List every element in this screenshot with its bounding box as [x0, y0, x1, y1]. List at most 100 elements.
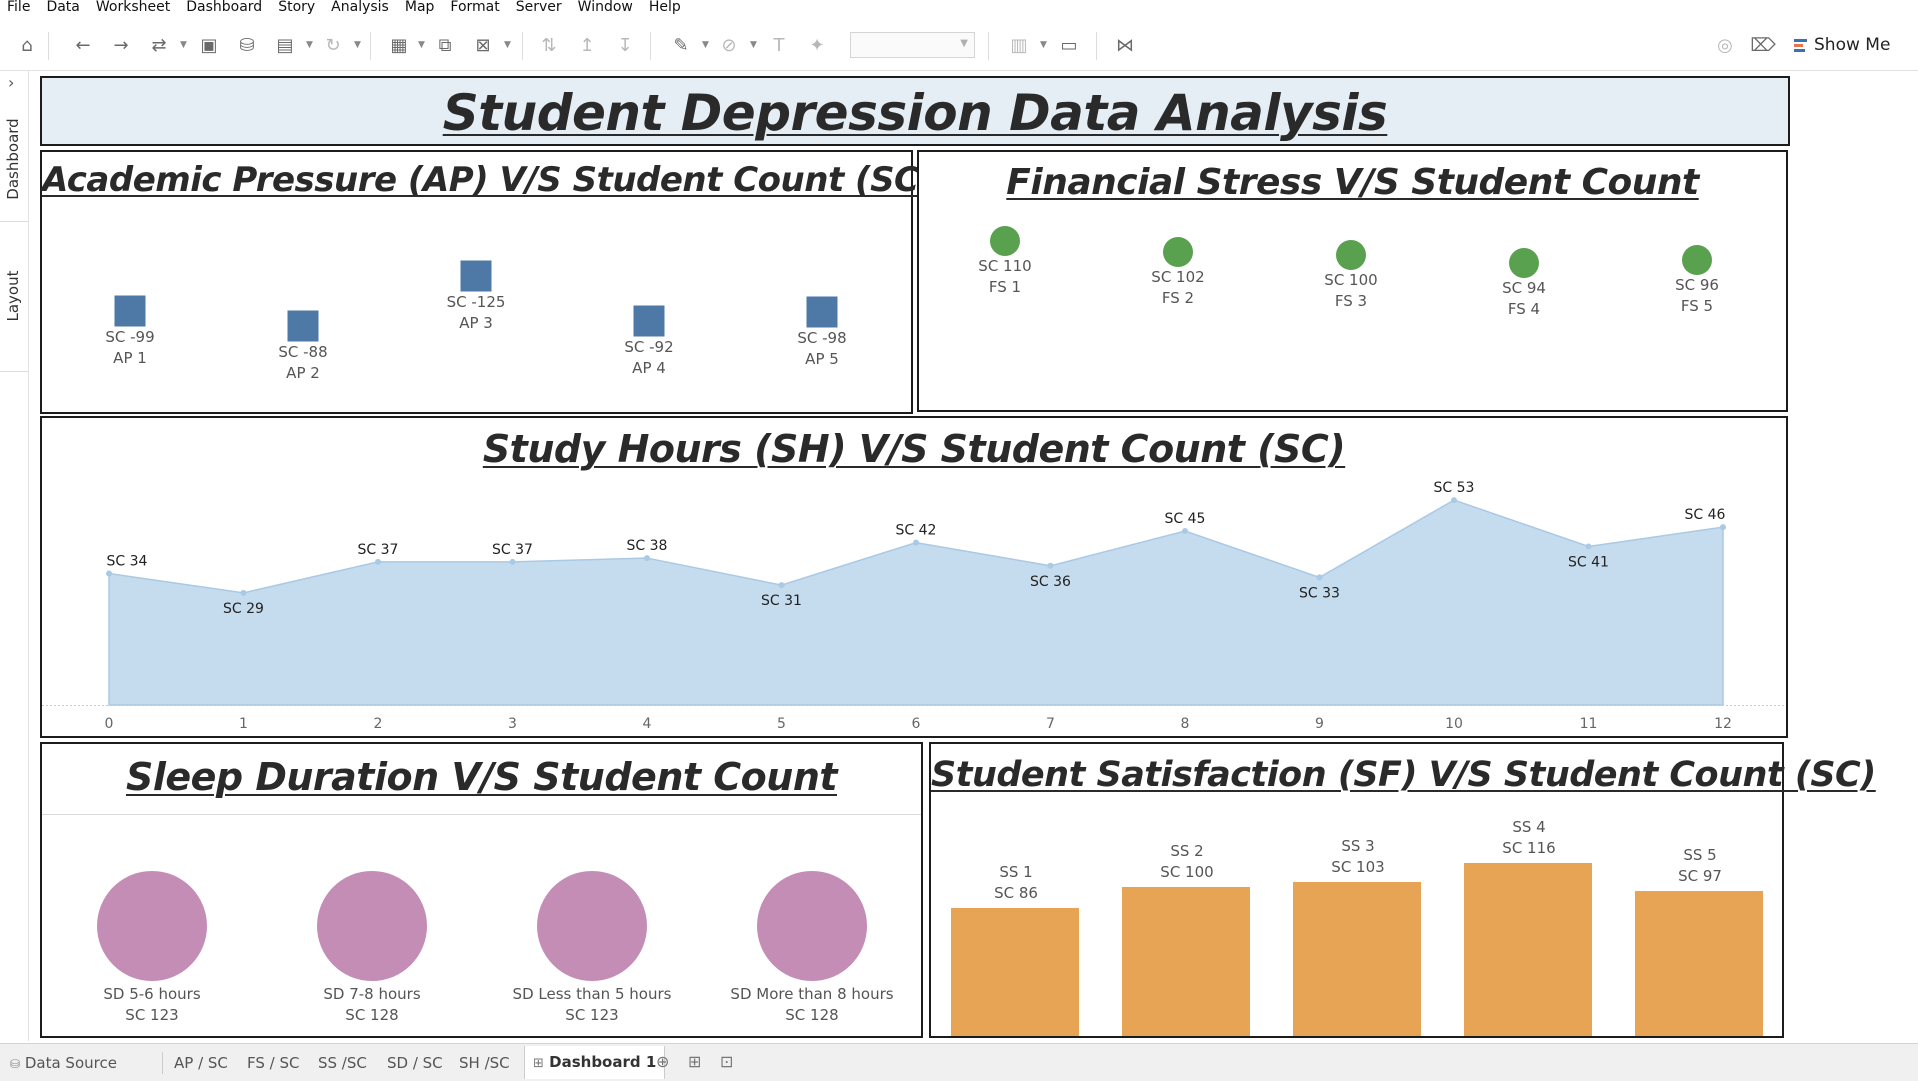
sd-mark-label-line: SD 5-6 hours — [103, 985, 201, 1003]
tab-sh-sc[interactable]: SH /SC — [451, 1048, 518, 1078]
chevron-down-icon[interactable]: ▼ — [306, 40, 313, 50]
label-icon[interactable]: T — [773, 34, 785, 56]
new-story-tab-icon[interactable]: ⊡ — [720, 1052, 734, 1071]
menu-analysis[interactable]: Analysis — [331, 0, 389, 15]
group-icon[interactable]: ⊘ — [721, 34, 737, 56]
tab-dashboard-1[interactable]: ⊞ Dashboard 1 — [524, 1046, 666, 1079]
chevron-down-icon[interactable]: ▼ — [750, 40, 757, 50]
menu-dashboard[interactable]: Dashboard — [186, 0, 263, 15]
tab-ss-sc[interactable]: SS /SC — [310, 1048, 375, 1078]
card-icon[interactable]: ▥ — [1010, 34, 1028, 56]
menu-file[interactable]: File — [7, 0, 31, 15]
pause-updates-icon[interactable]: ▤ — [276, 34, 294, 56]
ss-bar[interactable] — [951, 907, 1079, 1036]
sd-mark[interactable] — [537, 871, 647, 981]
study-hours-point[interactable] — [375, 558, 381, 565]
study-hours-point[interactable] — [644, 555, 650, 562]
ap-mark[interactable] — [806, 296, 838, 328]
fix-axes-icon[interactable]: ✦ — [809, 34, 825, 56]
new-dashboard-tab-icon[interactable]: ⊞ — [688, 1052, 702, 1071]
chevron-down-icon[interactable]: ▼ — [180, 40, 187, 50]
menu-story[interactable]: Story — [278, 0, 316, 15]
new-worksheet-tab-icon[interactable]: ⊕ — [656, 1052, 670, 1071]
rail-tab-layout[interactable]: Layout — [0, 221, 28, 372]
study-hours-point[interactable] — [509, 558, 516, 565]
menu-worksheet[interactable]: Worksheet — [95, 0, 171, 15]
fit-dropdown[interactable]: ▼ — [850, 32, 975, 58]
fs-mark-label: SC 96 FS 5 — [1675, 275, 1719, 317]
sort-descending-icon[interactable]: ↧ — [617, 34, 633, 56]
study-hours-zone[interactable]: Study Hours (SH) V/S Student Count (SC) … — [40, 416, 1788, 738]
chevron-down-icon[interactable]: ▼ — [504, 40, 511, 50]
fs-mark[interactable] — [1509, 248, 1539, 278]
chevron-down-icon[interactable]: ▼ — [418, 40, 425, 50]
clear-icon[interactable]: ⊠ — [475, 34, 491, 56]
presentation-icon[interactable]: ▭ — [1060, 34, 1078, 56]
study-hours-point[interactable] — [1585, 543, 1592, 550]
study-hours-point[interactable] — [240, 589, 247, 596]
save-icon[interactable]: ▣ — [200, 34, 218, 56]
show-me-button[interactable]: Show Me — [1794, 32, 1890, 58]
sleep-duration-zone[interactable]: Sleep Duration V/S Student Count SD 5-6 … — [40, 742, 923, 1038]
tab-data-source[interactable]: ⛁ Data Source — [2, 1048, 125, 1078]
study-hours-point[interactable] — [778, 582, 785, 589]
menu-format[interactable]: Format — [450, 0, 500, 15]
academic-pressure-title: Academic Pressure (AP) V/S Student Count… — [42, 160, 934, 200]
fs-mark-label: SC 102 FS 2 — [1151, 267, 1204, 309]
fs-mark[interactable] — [1682, 245, 1712, 276]
chevron-down-icon[interactable]: ▼ — [1040, 40, 1047, 50]
ss-bar[interactable] — [1464, 863, 1592, 1036]
fs-mark[interactable] — [1163, 237, 1193, 267]
ss-bar[interactable] — [1635, 891, 1763, 1036]
swap-icon[interactable]: ⇅ — [541, 34, 557, 56]
fs-mark[interactable] — [1336, 239, 1366, 270]
new-datasource-icon[interactable]: ⛁ — [239, 34, 255, 56]
chevron-down-icon[interactable]: ▼ — [702, 40, 709, 50]
study-hours-point[interactable] — [1182, 528, 1188, 534]
chevron-right-icon[interactable]: › — [8, 73, 15, 92]
study-hours-point[interactable] — [1451, 497, 1457, 504]
financial-stress-zone[interactable]: Financial Stress V/S Student Count SC 11… — [917, 150, 1788, 412]
replay-icon[interactable]: ⇄ — [151, 34, 167, 56]
sort-ascending-icon[interactable]: ↥ — [579, 34, 595, 56]
menu-data[interactable]: Data — [46, 0, 80, 15]
academic-pressure-zone[interactable]: Academic Pressure (AP) V/S Student Count… — [40, 150, 934, 414]
duplicate-icon[interactable]: ⧉ — [438, 34, 452, 56]
highlight-icon[interactable]: ✎ — [673, 34, 689, 56]
study-hours-point[interactable] — [1316, 574, 1323, 581]
undo-icon[interactable]: ← — [75, 34, 91, 56]
fs-mark[interactable] — [990, 226, 1020, 256]
sd-mark[interactable] — [317, 871, 427, 981]
tab-fs-sc[interactable]: FS / SC — [239, 1048, 307, 1078]
redo-icon[interactable]: → — [113, 34, 129, 56]
menu-window[interactable]: Window — [577, 0, 633, 15]
menu-server[interactable]: Server — [515, 0, 562, 15]
format-painter-icon[interactable]: ⌦ — [1750, 34, 1776, 56]
study-hours-point[interactable] — [1047, 562, 1054, 569]
satisfaction-zone[interactable]: Student Satisfaction (SF) V/S Student Co… — [929, 742, 1876, 1038]
tab-sd-sc[interactable]: SD / SC — [379, 1048, 451, 1078]
study-hours-point[interactable] — [913, 539, 919, 546]
menu-map[interactable]: Map — [404, 0, 435, 15]
new-worksheet-icon[interactable]: ▦ — [390, 34, 408, 56]
refresh-icon[interactable]: ↻ — [325, 34, 341, 56]
ap-mark[interactable] — [633, 305, 665, 337]
ap-mark[interactable] — [287, 310, 319, 342]
chevron-down-icon[interactable]: ▼ — [354, 40, 361, 50]
rail-tab-dashboard[interactable]: Dashboard — [0, 97, 28, 222]
study-hours-data-label: SC 31 — [761, 593, 802, 609]
data-guide-icon[interactable]: ◎ — [1717, 34, 1733, 56]
study-hours-point[interactable] — [1720, 524, 1726, 531]
sd-mark[interactable] — [97, 871, 207, 981]
ss-bar[interactable] — [1293, 882, 1421, 1036]
study-hours-area[interactable] — [108, 499, 1724, 706]
share-icon[interactable]: ⋈ — [1116, 34, 1134, 56]
menu-help[interactable]: Help — [648, 0, 681, 15]
ap-mark[interactable] — [114, 295, 146, 327]
home-icon[interactable]: ⌂ — [21, 34, 33, 56]
study-hours-point[interactable] — [106, 570, 112, 577]
sd-mark[interactable] — [757, 871, 867, 981]
ss-bar[interactable] — [1122, 886, 1250, 1036]
tab-ap-sc[interactable]: AP / SC — [166, 1048, 236, 1078]
ap-mark[interactable] — [460, 260, 492, 292]
